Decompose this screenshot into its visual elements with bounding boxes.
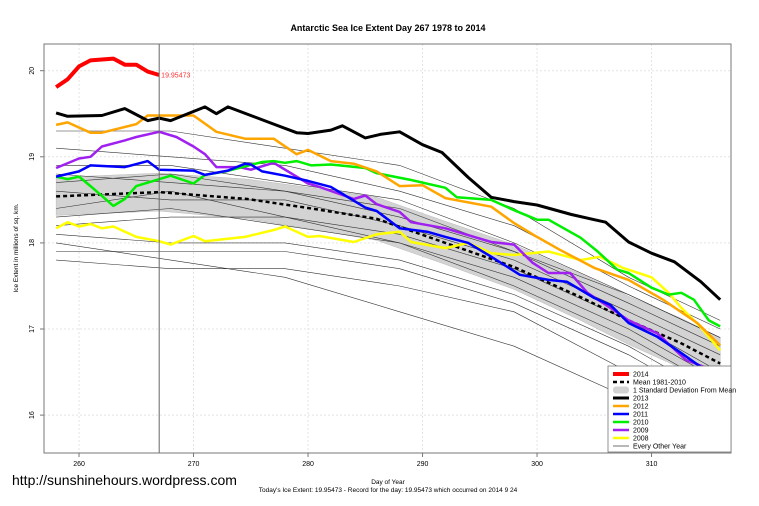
- y-axis: 16 17 18 19 20: [29, 67, 44, 419]
- legend-label: Mean 1981-2010: [633, 380, 686, 387]
- legend-swatch-band: [613, 386, 629, 394]
- sd-band: [55, 172, 721, 390]
- x-tick-label: 280: [302, 461, 314, 468]
- chart-title: Antarctic Sea Ice Extent Day 267 1978 to…: [290, 23, 485, 33]
- other-years-lines: [56, 130, 721, 433]
- series-line-2011: [55, 159, 721, 381]
- other-year-line: [56, 147, 721, 330]
- series-line-2008: [55, 220, 722, 352]
- series-line-2014: [54, 56, 160, 89]
- x-tick-label: 260: [73, 461, 85, 468]
- legend-box: [607, 365, 732, 453]
- y-tick-label: 19: [29, 153, 36, 161]
- series-line-2012: [55, 114, 722, 347]
- x-tick-label: 290: [417, 461, 429, 468]
- current-value-label: 19.95473: [161, 73, 190, 80]
- mean-series-line: [56, 190, 721, 365]
- plot-frame: [43, 43, 732, 454]
- other-year-line: [56, 173, 721, 338]
- y-tick-label: 18: [29, 239, 36, 247]
- y-tick-label: 17: [29, 325, 36, 333]
- y-tick-label: 16: [29, 411, 36, 419]
- x-tick-label: 270: [188, 461, 200, 468]
- highlighted-series: [54, 56, 722, 381]
- legend-label: 2008: [633, 436, 649, 443]
- series-line-2013: [55, 105, 722, 301]
- legend-label: 2009: [633, 428, 649, 435]
- credit-url: http://sunshinehours.wordpress.com: [12, 472, 237, 488]
- other-year-line: [56, 130, 721, 321]
- legend-label: 2012: [633, 404, 649, 411]
- other-year-line: [56, 234, 721, 399]
- x-axis: 260 270 280 290 300 310: [73, 453, 657, 468]
- other-year-line: [56, 216, 721, 390]
- sd-band-area: [55, 172, 721, 390]
- other-year-line: [56, 173, 721, 347]
- series-line-2009: [55, 130, 721, 375]
- x-tick-label: 310: [646, 461, 658, 468]
- legend-label: 1 Standard Deviation From Mean: [633, 388, 736, 395]
- legend-label: 2013: [633, 396, 649, 403]
- legend-label: Every Other Year: [633, 444, 687, 451]
- x-tick-label: 300: [531, 461, 543, 468]
- legend-label: 2014: [633, 372, 649, 379]
- x-axis-label: Day of Year: [371, 479, 405, 486]
- mean-line: [56, 190, 721, 365]
- y-tick-label: 20: [29, 67, 36, 75]
- legend-label: 2010: [633, 420, 649, 427]
- y-axis-label: Ice Extent in millions of sq. km.: [13, 203, 20, 292]
- legend-label: 2011: [633, 412, 648, 419]
- chart-subtitle: Today's Ice Extent: 19.95473 - Record fo…: [259, 487, 518, 494]
- other-year-line: [56, 251, 721, 407]
